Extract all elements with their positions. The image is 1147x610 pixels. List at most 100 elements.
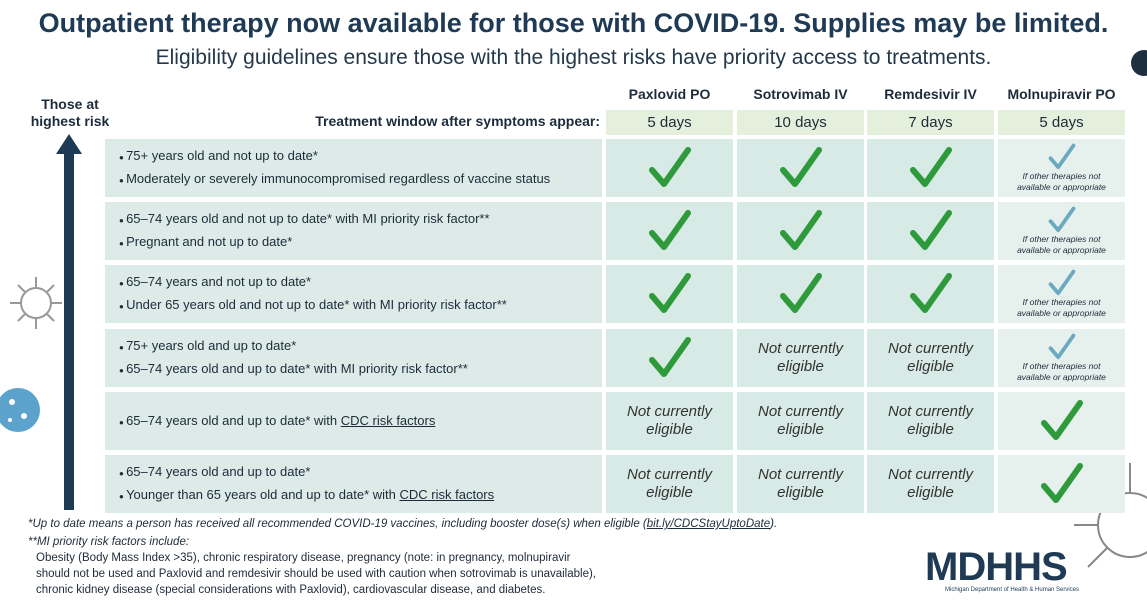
cell-note: If other therapies not available or appr… [1017,234,1106,255]
cell-text: Not currently eligible [757,466,844,501]
column-header: Molnupiravir PO [1007,86,1116,102]
criterion-text: 65–74 years old and up to date* with [126,412,341,428]
criterion: ● 65–74 years old and up to date* with M… [119,358,602,381]
cell: If other therapies not available or appr… [998,202,1125,260]
criteria-panel: ● 65–74 years old and not up to date* wi… [105,202,602,260]
criterion-text: 65–74 years and not up to date* [126,274,312,289]
criterion: ● 75+ years old and not up to date* [119,145,602,168]
check-icon [1040,400,1083,440]
window-cell: 7 days [867,110,994,135]
bullet: ● [119,279,127,288]
cell [867,139,994,197]
cell [867,202,994,260]
window-cell: 5 days [998,110,1125,135]
cell [998,392,1125,450]
criterion: ● Moderately or severely immunocompromis… [119,168,602,191]
check-icon [909,273,952,313]
title: Outpatient therapy now available for tho… [38,8,1109,38]
check-icon [779,147,822,187]
cell-note: If other therapies not available or appr… [1017,361,1106,382]
bullet: ● [119,302,127,311]
cell-text: Not currently eligible [887,340,974,375]
bullet: ● [119,417,127,427]
cell: Not currently eligible [867,455,994,513]
check-icon [1048,206,1075,233]
cell-text: Not currently eligible [887,466,974,501]
window-cell: 10 days [737,110,864,135]
footnote: *Up to date means a person has received … [28,516,908,532]
cell-text: Not currently eligible [887,403,974,438]
subtitle: Eligibility guidelines ensure those with… [155,46,992,69]
cell [737,139,864,197]
cell: If other therapies not available or appr… [998,329,1125,387]
side-label-line: Those at [41,96,99,112]
link: CDC risk factors [399,487,495,502]
check-icon [648,147,691,187]
link: bit.ly/CDCStayUptoDate [646,518,771,530]
column-header: Paxlovid PO [628,86,711,102]
check-icon [648,273,691,313]
check-icon [909,147,952,187]
criterion-text: Younger than 65 years old and up to date… [126,487,400,502]
virus-icon [10,277,62,329]
criterion: ● 75+ years old and up to date* [119,335,602,358]
criterion: ● Pregnant and not up to date* [119,231,602,254]
cell: Not currently eligible [737,329,864,387]
criteria-panel: ● 65–74 years old and up to date* with C… [105,392,602,450]
cell [606,202,733,260]
bullet: ● [119,153,127,162]
criterion-text: Pregnant and not up to date* [126,234,293,249]
link: CDC risk factors [340,412,436,428]
footnote-text: *Up to date means a person has received … [28,518,647,530]
cell-text: Not currently eligible [626,403,713,438]
cell [998,455,1125,513]
footnote-heading: **MI priority risk factors include: [28,536,190,548]
criterion-text: 65–74 years old and up to date* [126,464,311,479]
bullet: ● [119,176,127,185]
check-icon [1040,463,1083,503]
cell: Not currently eligible [737,455,864,513]
criterion-text: 75+ years old and not up to date* [126,148,318,163]
criteria-panel: ● 75+ years old and not up to date* ● Mod… [105,139,602,197]
footnote-line: should not be used and Paxlovid and remd… [36,568,597,580]
cell-text: Not currently eligible [757,340,844,375]
cell [737,265,864,323]
side-label-line: highest risk [30,113,110,129]
criterion-text: Under 65 years old and not up to date* w… [126,297,507,312]
cell: Not currently eligible [737,392,864,450]
cell: Not currently eligible [867,329,994,387]
column-header: Sotrovimab IV [753,86,848,102]
cell: Not currently eligible [606,392,733,450]
criterion-text: 65–74 years old and not up to date* with… [126,211,490,226]
check-icon [779,273,822,313]
column-header: Remdesivir IV [884,86,977,102]
logo-name: MDHHS [925,545,1068,589]
criterion: ● 65–74 years old and not up to date* wi… [119,208,602,231]
criterion: ● 65–74 years old and up to date* [119,461,602,484]
bullet: ● [119,216,127,225]
criterion: ● Under 65 years old and not up to date*… [119,294,602,317]
criterion-text: 65–74 years old and up to date* with MI … [126,361,468,376]
check-icon [779,210,822,250]
virus-icon [0,388,40,432]
check-icon [1048,333,1075,360]
criterion: ● 65–74 years and not up to date* [119,271,602,294]
criteria-panel: ● 75+ years old and up to date* ● 65–74 y… [105,329,602,387]
footnote-line: chronic kidney disease (special consider… [36,584,546,596]
cell [606,329,733,387]
cell-text: Not currently eligible [757,403,844,438]
footnote-text: ). [770,518,778,530]
window-cell: 5 days [606,110,733,135]
bullet: ● [119,469,127,478]
cell [867,265,994,323]
bullet: ● [119,366,127,375]
check-icon [648,337,691,377]
bullet: ● [119,239,127,248]
check-icon [1048,269,1075,296]
cell: Not currently eligible [606,455,733,513]
window-label: Treatment window after symptoms appear: [315,113,600,129]
bullet: ● [119,343,127,352]
check-icon [909,210,952,250]
footnote-line: Obesity (Body Mass Index >35), chronic r… [36,552,571,564]
